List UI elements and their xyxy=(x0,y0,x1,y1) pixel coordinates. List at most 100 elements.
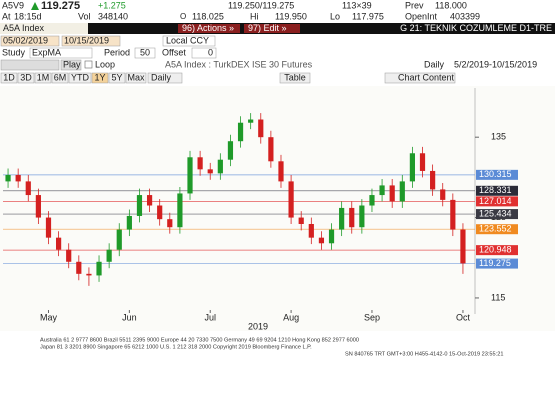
candle-body xyxy=(5,174,11,182)
candle-body xyxy=(126,215,132,230)
candle-body xyxy=(359,205,365,228)
candle-body xyxy=(389,185,395,202)
candle-body xyxy=(440,189,446,200)
table: Table xyxy=(284,72,306,82)
up-arrow xyxy=(31,2,39,10)
actions: 96) Actions » xyxy=(182,23,234,33)
candle-body xyxy=(45,217,52,238)
level-label: 125.434 xyxy=(479,208,512,218)
open-label: O xyxy=(180,12,186,21)
level-box xyxy=(476,196,518,207)
tab-freq: Daily xyxy=(151,72,172,82)
plot: 115125135130.315128.331127.014125.434123… xyxy=(3,88,518,322)
hi-label: Hi xyxy=(250,11,259,21)
tab-label: 5Y xyxy=(111,72,122,82)
candle-body xyxy=(258,119,264,138)
end-input[interactable] xyxy=(61,35,121,47)
footer-line: Australia 61 2 9777 8600 Brazil 5511 239… xyxy=(40,337,359,343)
candle-body xyxy=(66,249,72,262)
ccy-input[interactable] xyxy=(162,35,216,47)
level-box xyxy=(476,209,518,220)
candle-body xyxy=(35,195,41,218)
play-button[interactable] xyxy=(60,59,82,71)
level-label: 123.552 xyxy=(479,224,512,234)
loop: Loop xyxy=(95,59,115,69)
table-button[interactable] xyxy=(279,72,311,84)
bid-ask: 119.250/119.275 xyxy=(228,0,294,10)
tab-active[interactable] xyxy=(91,72,109,84)
oi-label: OpenInt xyxy=(405,11,438,21)
chart-content-button[interactable] xyxy=(384,72,456,84)
ccy: Local CCY xyxy=(166,35,209,45)
security-box[interactable] xyxy=(0,23,88,34)
candle-body xyxy=(328,229,335,244)
vol-label: Vol xyxy=(78,11,91,21)
y-tick-label: 115 xyxy=(491,292,505,302)
period-label: Period xyxy=(104,47,130,57)
page-title: G 21: TEKNIK COZUMLEME D1-TRE xyxy=(400,23,552,33)
range: 5/2/2019-10/15/2019 xyxy=(454,59,537,69)
tab[interactable] xyxy=(108,72,126,84)
size: 113×39 xyxy=(342,0,372,10)
tab[interactable] xyxy=(125,72,147,84)
candle-body xyxy=(96,261,102,276)
actions-button[interactable] xyxy=(178,24,240,33)
candle-body xyxy=(419,153,426,171)
candle-body xyxy=(187,157,193,194)
level-label: 127.014 xyxy=(479,196,512,206)
time: 18:15d xyxy=(14,11,42,21)
x-tick-label: May xyxy=(40,312,58,322)
edit-button[interactable] xyxy=(244,24,300,33)
candle-body xyxy=(339,207,345,230)
study-label: Study xyxy=(2,47,26,57)
hi: 119.950 xyxy=(275,11,307,21)
study: ExpMA xyxy=(32,47,61,57)
open: 118.025 xyxy=(192,11,224,21)
level-label: 120.948 xyxy=(479,245,512,255)
candle-body xyxy=(430,170,436,190)
candle-body xyxy=(217,159,223,174)
candle-body xyxy=(379,185,385,196)
play: Play xyxy=(63,59,81,69)
security: A5A Index xyxy=(3,23,45,33)
x-axis-label: 2019 xyxy=(248,321,268,331)
candle-body xyxy=(76,261,82,274)
period-input[interactable] xyxy=(134,47,156,59)
frequency: Daily xyxy=(424,59,445,69)
freq-dropdown[interactable] xyxy=(147,72,183,84)
candle-body xyxy=(146,195,153,206)
tab[interactable] xyxy=(34,72,52,84)
candle-body xyxy=(197,157,203,170)
candle-body xyxy=(227,141,234,160)
ticker: A5V9 xyxy=(2,0,24,10)
candle-body xyxy=(248,119,254,123)
tab[interactable] xyxy=(51,72,69,84)
tab[interactable] xyxy=(0,72,18,84)
x-tick-label: Sep xyxy=(364,312,380,322)
level-box xyxy=(476,245,518,256)
candle-body xyxy=(460,229,466,264)
y-tick-label: 135 xyxy=(491,132,506,142)
tab[interactable] xyxy=(17,72,35,84)
level-label: 119.275 xyxy=(479,258,511,268)
at-label: At xyxy=(2,11,11,21)
candle-body xyxy=(167,219,173,228)
offset-input[interactable] xyxy=(191,47,217,59)
tab[interactable] xyxy=(68,72,92,84)
edit: 97) Edit » xyxy=(248,23,287,33)
nav-buttons[interactable] xyxy=(0,59,60,71)
candle-body xyxy=(268,137,274,162)
x-tick-label: Oct xyxy=(456,312,471,322)
study-input[interactable] xyxy=(29,47,93,59)
start-input[interactable] xyxy=(0,35,60,47)
tab-label: 1M xyxy=(37,72,50,82)
candle-body xyxy=(177,193,183,228)
candle-body xyxy=(288,181,294,218)
candle-body xyxy=(106,249,112,262)
loop-checkbox[interactable] xyxy=(84,60,93,69)
lo-label: Lo xyxy=(330,11,340,21)
candle-body xyxy=(308,223,314,238)
candle-body xyxy=(399,181,405,202)
tab-label: 1D xyxy=(3,72,15,82)
